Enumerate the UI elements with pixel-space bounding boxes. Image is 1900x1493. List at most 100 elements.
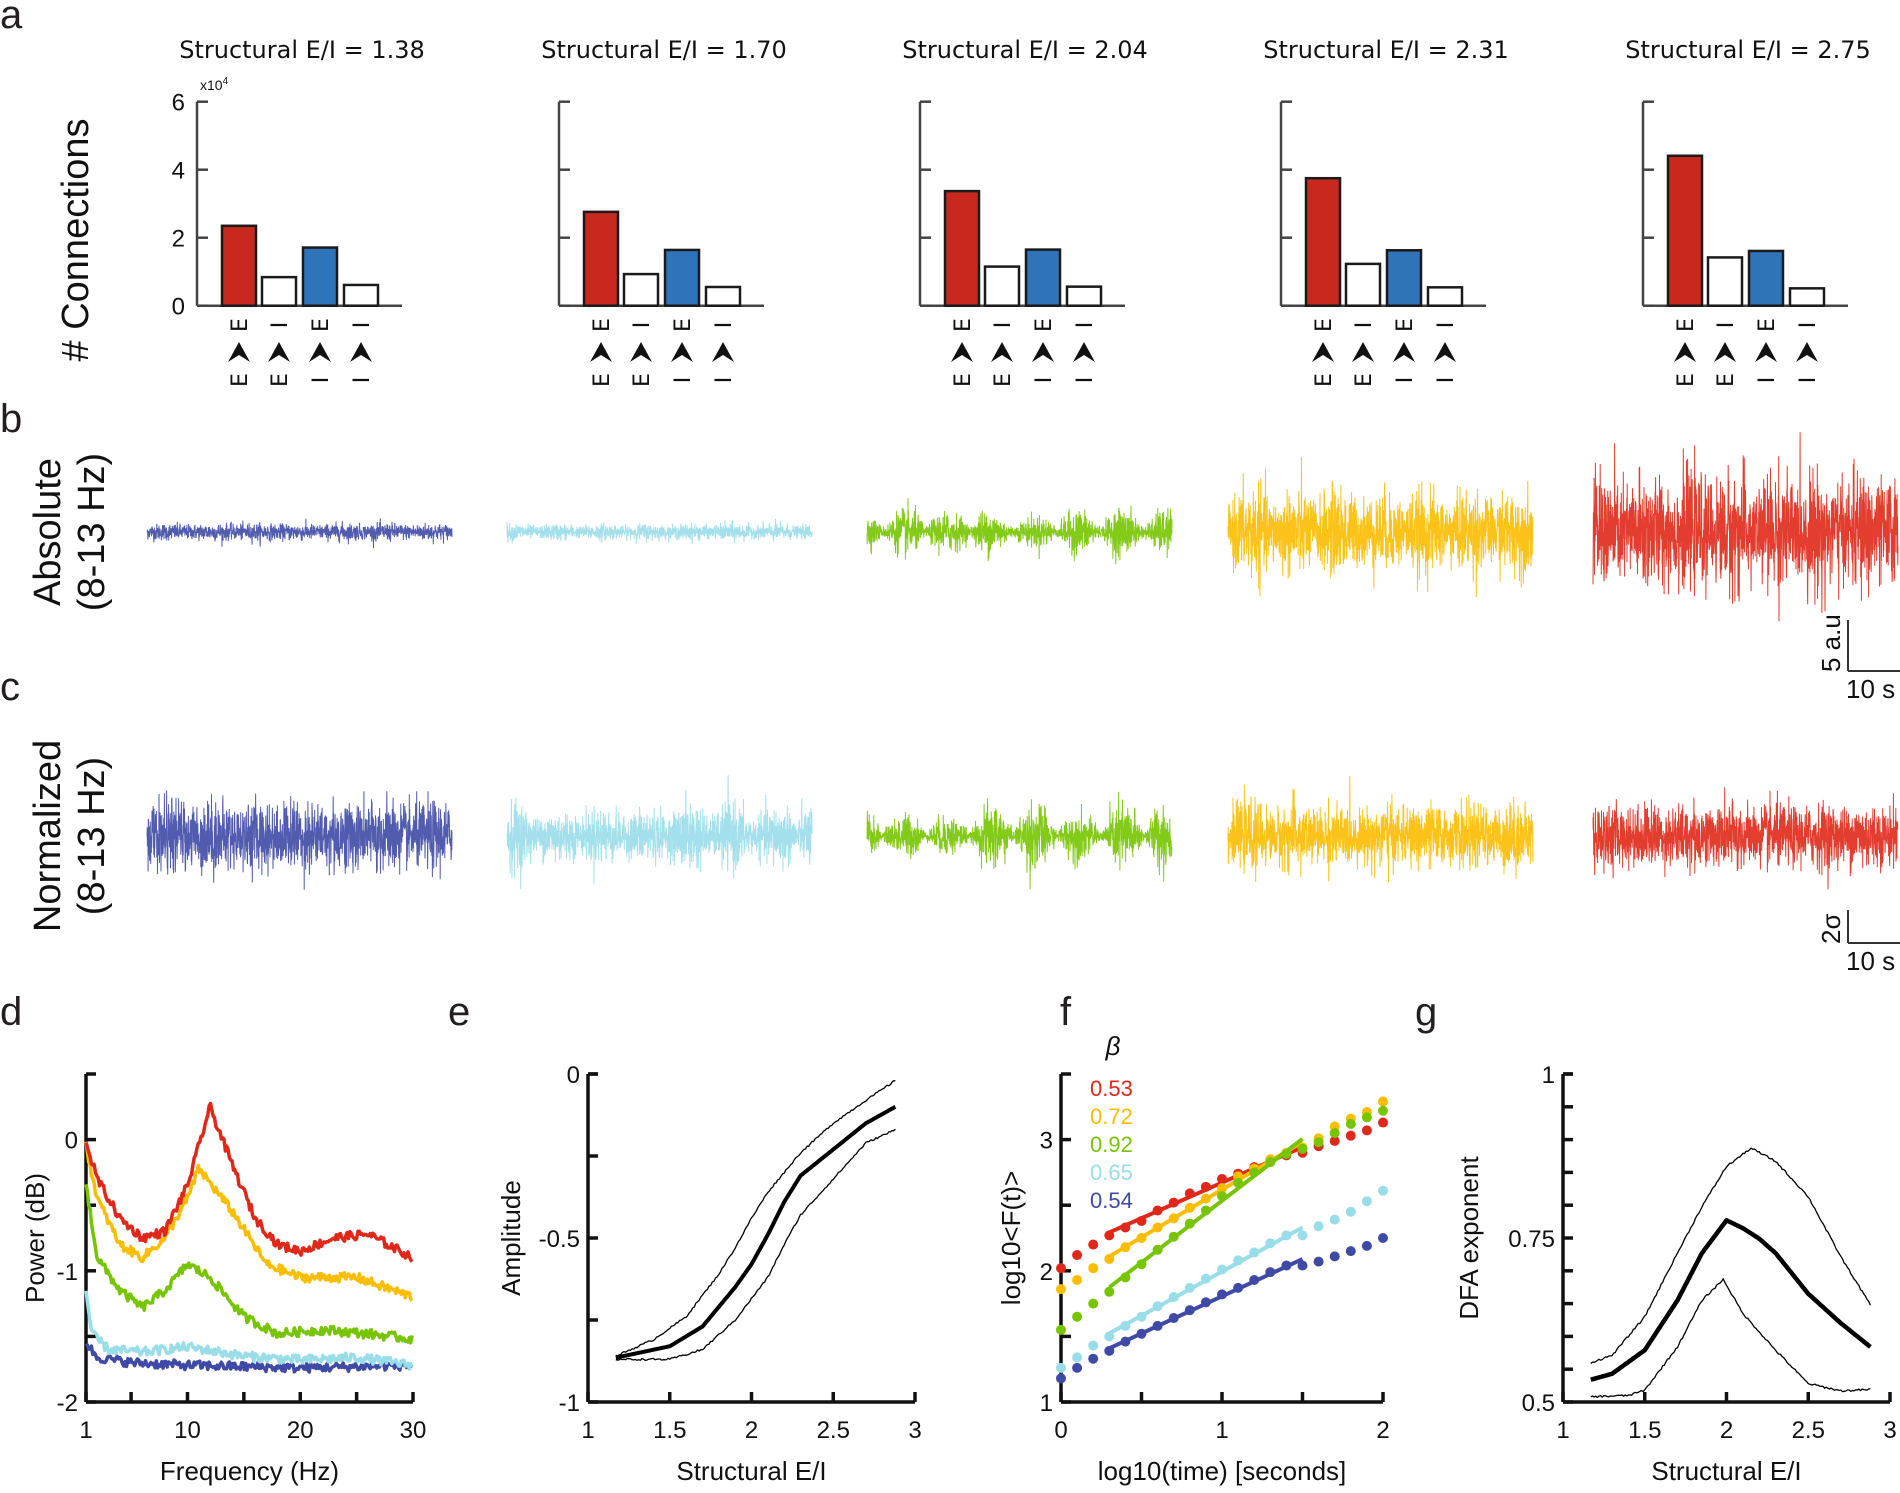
- arrow-up-icon: [1714, 342, 1736, 362]
- amplitude-lower-line: [615, 1128, 896, 1361]
- x-tick-label: 1.5: [1628, 1417, 1661, 1444]
- data-point: [1313, 1221, 1324, 1232]
- y-tick-label: -0.5: [539, 1226, 580, 1253]
- data-point: [1168, 1231, 1179, 1242]
- bar-I-to-I: [1788, 287, 1826, 307]
- x-tick-label: 0: [1054, 1417, 1067, 1444]
- arrow-up-icon: [1073, 342, 1095, 362]
- trace-1: [146, 790, 453, 890]
- arrow-up-icon: [309, 342, 331, 362]
- category-to-label: E: [1393, 318, 1418, 332]
- data-point: [1104, 1286, 1115, 1297]
- arrow-up-icon: [1393, 342, 1415, 362]
- y-tick-label: 0: [567, 1062, 580, 1089]
- y-tick-label: 0: [65, 1128, 78, 1155]
- data-point: [1345, 1118, 1356, 1129]
- data-point: [1088, 1263, 1099, 1274]
- legend-beta-value: 0.53: [1090, 1076, 1133, 1101]
- data-point: [1072, 1362, 1083, 1373]
- data-point: [1200, 1273, 1211, 1284]
- data-point: [1120, 1222, 1131, 1233]
- trace-3: [866, 791, 1173, 890]
- legend-title-beta: β: [1105, 1031, 1121, 1061]
- bar-I-to-E: [1747, 249, 1785, 307]
- y-tick-label: 0: [172, 294, 185, 321]
- arrow-up-icon: [350, 342, 372, 362]
- trace-3: [866, 498, 1173, 565]
- data-point: [1281, 1230, 1292, 1241]
- x-axis-label: Structural E/I: [1651, 1456, 1801, 1486]
- panel-a-ylabel: # Connections: [55, 119, 97, 362]
- y-tick-label: 1: [1040, 1390, 1053, 1417]
- category-from-label: I: [1393, 377, 1418, 384]
- panel-g-dfa-exponent: 1 1.5 2 2.5 3 0.5 0.75 1 Structural E/I DFA expon…: [1454, 1062, 1897, 1486]
- panel-letter-d: d: [0, 990, 22, 1034]
- data-point: [1136, 1259, 1147, 1270]
- data-point: [1345, 1206, 1356, 1217]
- category-to-label: I: [350, 322, 375, 329]
- category-from-label: I: [350, 377, 375, 384]
- category-from-label: I: [1755, 377, 1780, 384]
- panel-b-traces: [146, 432, 1899, 622]
- data-point: [1329, 1128, 1340, 1139]
- row-b-label-line1: Absolute: [27, 458, 69, 606]
- category-from-label: E: [1674, 373, 1699, 387]
- arrow-up-icon: [268, 342, 290, 362]
- data-point: [1361, 1196, 1372, 1207]
- category-to-label: I: [1434, 322, 1459, 329]
- data-point: [1168, 1313, 1179, 1324]
- bar-E-to-I: [1706, 256, 1744, 307]
- trace-5: [1592, 787, 1899, 890]
- category-from-label: E: [268, 373, 293, 387]
- bar-E-to-E: [1666, 154, 1704, 307]
- bar-subplot: Structural E/I = 2.04 E E I E E I I I: [902, 36, 1148, 387]
- data-point: [1313, 1256, 1324, 1267]
- spectrum-line-4: [84, 1141, 414, 1302]
- category-from-label: E: [590, 373, 615, 387]
- data-point: [1072, 1352, 1083, 1363]
- bar-subplot: Structural E/I = 1.38 0 2 4 6 E E I E E I I I: [172, 36, 425, 387]
- category-from-label: E: [630, 373, 655, 387]
- arrow-up-icon: [1312, 342, 1334, 362]
- data-point: [1217, 1264, 1227, 1275]
- category-from-label: I: [1434, 377, 1459, 384]
- subplot-title: Structural E/I = 2.75: [1625, 36, 1871, 64]
- arrow-up-icon: [1755, 342, 1777, 362]
- category-to-label: E: [309, 318, 334, 332]
- arrow-up-icon: [991, 342, 1013, 362]
- x-tick-label: 1: [1556, 1417, 1569, 1444]
- dfa-mean-line: [1590, 1218, 1872, 1382]
- data-point: [1056, 1263, 1066, 1274]
- dfa-upper-line: [1590, 1147, 1871, 1365]
- data-point: [1378, 1117, 1388, 1128]
- data-point: [1233, 1255, 1244, 1266]
- data-point: [1184, 1218, 1195, 1229]
- category-from-label: I: [1796, 377, 1821, 384]
- panel-e-amplitude: 1 1.5 2 2.5 3 -1 -0.5 0 Structural E/I Amplitude: [496, 1062, 922, 1486]
- data-point: [1088, 1353, 1099, 1364]
- panel-a-bar-charts: Structural E/I = 1.380246EEIEEIIIStructu…: [172, 36, 1871, 387]
- data-point: [1104, 1230, 1115, 1241]
- y-tick-label: 2: [172, 226, 185, 253]
- y-tick-label: 0.5: [1522, 1390, 1555, 1417]
- bar-E-to-I: [983, 265, 1021, 307]
- y-tick-label: -2: [57, 1390, 78, 1417]
- data-point: [1329, 1251, 1340, 1262]
- panel-letter-b: b: [0, 397, 22, 441]
- bar-subplot: Structural E/I = 2.31 E E I E E I I I: [1263, 36, 1509, 387]
- spectrum-line-3: [84, 1184, 414, 1345]
- data-point: [1120, 1336, 1131, 1347]
- x-tick-label: 1: [79, 1417, 92, 1444]
- data-point: [1233, 1177, 1244, 1188]
- trace-1: [146, 518, 453, 549]
- data-point: [1200, 1193, 1211, 1204]
- category-from-label: E: [1352, 373, 1377, 387]
- x-tick-label: 3: [908, 1417, 921, 1444]
- y-tick-label: 6: [172, 90, 185, 117]
- arrow-up-icon: [1434, 342, 1456, 362]
- subplot-title: Structural E/I = 2.31: [1263, 36, 1509, 64]
- trace-5: [1592, 432, 1899, 622]
- category-to-label: E: [590, 318, 615, 332]
